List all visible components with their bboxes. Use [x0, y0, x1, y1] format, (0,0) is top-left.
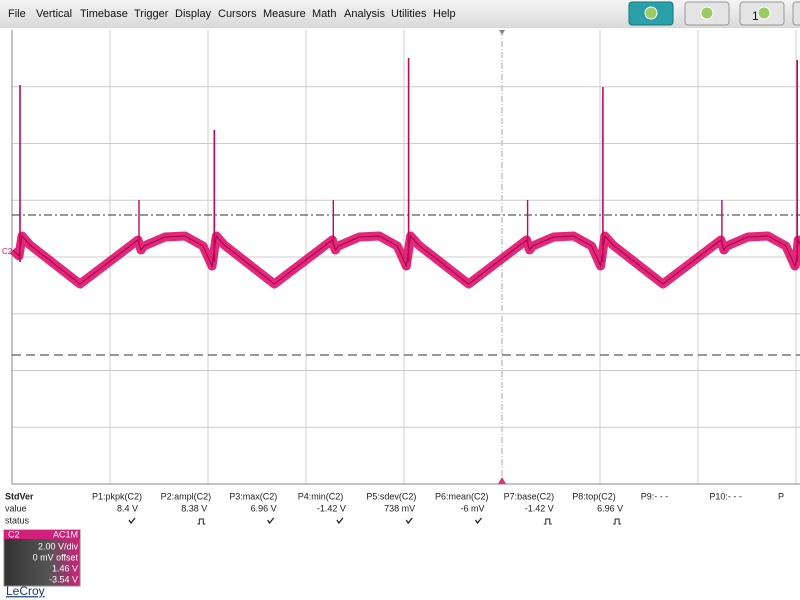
column-header: P7:base(C2): [504, 491, 555, 501]
logo: LeCroy: [6, 584, 45, 598]
status-check: [267, 517, 275, 525]
channel-offset: 0 mV offset: [33, 552, 79, 562]
menu-item[interactable]: Help: [433, 8, 456, 20]
column-header: P9:- - -: [641, 491, 669, 501]
trace-core: [12, 234, 800, 285]
channel-name: C2: [8, 529, 20, 539]
status-pulse: [197, 518, 206, 525]
waveform: [9, 58, 800, 289]
measurement-value: -6 mV: [460, 503, 484, 513]
measurement-value: -1.42 V: [525, 503, 554, 513]
column-header: P: [778, 491, 784, 501]
toolbar-badge: 1: [752, 9, 759, 23]
toolbar-button[interactable]: [792, 1, 800, 26]
menu-item[interactable]: Timebase: [80, 8, 128, 20]
channel-scale: 2.00 V/div: [38, 541, 79, 551]
measurement-value: -1.42 V: [317, 503, 346, 513]
column-header: P6:mean(C2): [435, 491, 489, 501]
toolbar-icon: [700, 6, 714, 20]
column-header: P1:pkpk(C2): [92, 491, 142, 501]
status-check: [336, 517, 344, 525]
status-check: [405, 517, 413, 525]
measurement-value: 8.38 V: [181, 503, 207, 513]
column-header: P5:sdev(C2): [366, 491, 416, 501]
row-label: status: [5, 515, 30, 525]
status-check: [474, 517, 483, 525]
status-pulse: [543, 518, 552, 525]
menu-item[interactable]: Cursors: [218, 8, 257, 20]
menu-item[interactable]: Measure: [263, 8, 306, 20]
menu-item[interactable]: Analysis: [344, 8, 385, 20]
menu-item[interactable]: Math: [312, 8, 336, 20]
measurement-table: StdVer value status P1:pkpk(C2) 8.4 V P2:ampl…: [5, 491, 784, 525]
channel-box: C2 AC1M 2.00 V/div 0 mV offset 1.46 V -3…: [3, 529, 81, 587]
column-header: P3:max(C2): [229, 491, 277, 501]
trigger-position: [499, 30, 505, 35]
toolbar-icon: [644, 6, 658, 20]
measurement-value: 6.96 V: [597, 503, 623, 513]
channel-header: [4, 530, 80, 539]
toolbar-icon: [757, 6, 771, 20]
column-header: P4:min(C2): [298, 491, 344, 501]
status-check: [128, 517, 136, 525]
menu-item[interactable]: Vertical: [36, 8, 72, 20]
column-header: P10:- - -: [709, 491, 742, 501]
trace-band: [9, 231, 800, 289]
measurement-value: 738 mV: [384, 503, 415, 513]
menu-item[interactable]: File: [8, 8, 26, 20]
trigger-marker: [498, 477, 506, 484]
row-label: StdVer: [5, 491, 34, 501]
channel-lower: -3.54 V: [49, 574, 78, 584]
column-header: P8:top(C2): [572, 491, 616, 501]
measurement-value: 8.4 V: [117, 503, 138, 513]
channel-panel[interactable]: [3, 529, 81, 587]
channel-upper: 1.46 V: [52, 563, 78, 573]
trace-label: C2: [2, 247, 13, 256]
status-pulse: [613, 518, 622, 525]
toolbar: 1: [628, 1, 800, 26]
measurement-value: 6.96 V: [251, 503, 277, 513]
menu-item[interactable]: Trigger: [134, 8, 169, 20]
row-label: value: [5, 503, 27, 513]
menu-item[interactable]: Display: [175, 8, 212, 20]
channel-coupling: AC1M: [53, 529, 78, 539]
column-header: P2:ampl(C2): [161, 491, 212, 501]
menu-item[interactable]: Utilities: [391, 8, 427, 20]
